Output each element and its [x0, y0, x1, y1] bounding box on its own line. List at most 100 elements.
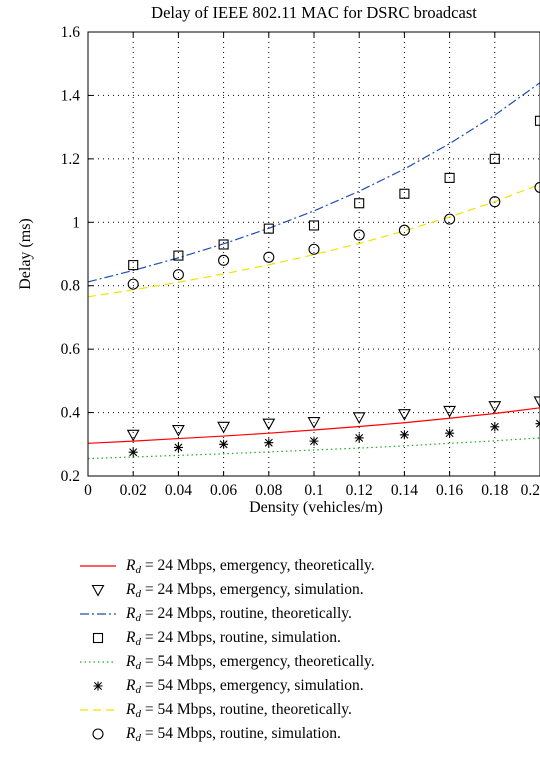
y-tick-label: 0.4	[61, 405, 81, 422]
data-point	[263, 251, 275, 263]
legend-label: Rd = 54 Mbps, emergency, simulation.	[126, 674, 364, 702]
legend-symbol: Rd	[126, 653, 141, 672]
legend-swatch	[80, 613, 116, 615]
legend-swatch	[80, 709, 116, 711]
data-point	[128, 260, 139, 271]
x-tick-label: 0.06	[210, 482, 237, 499]
x-tick-label: 0.2	[521, 482, 540, 499]
legend: Rd = 24 Mbps, emergency, theoretically. R…	[78, 554, 528, 746]
data-point	[399, 188, 410, 199]
data-point	[127, 278, 139, 290]
legend-text: = 24 Mbps, emergency, simulation.	[140, 581, 364, 598]
y-tick-label: 1.4	[61, 87, 81, 104]
data-point	[534, 115, 540, 126]
data-point	[397, 409, 411, 421]
legend-item: Rd = 24 Mbps, routine, theoretically.	[78, 602, 528, 626]
legend-swatch	[80, 565, 116, 567]
y-tick-label: 0.6	[61, 341, 81, 358]
legend-text: = 54 Mbps, emergency, theoretically.	[140, 653, 375, 670]
data-point	[354, 198, 365, 209]
series-1	[87, 407, 540, 444]
x-tick-label: 0.14	[391, 482, 418, 499]
legend-item: Rd = 54 Mbps, routine, theoretically.	[78, 698, 528, 722]
legend-symbol: Rd	[126, 725, 141, 744]
legend-item: Rd = 24 Mbps, emergency, simulation.	[78, 578, 528, 602]
series-4	[128, 115, 540, 271]
delay-chart: Delay of IEEE 802.11 MAC for DSRC broadc…	[17, 3, 540, 516]
legend-symbol: Rd	[126, 557, 141, 576]
data-point	[171, 424, 185, 437]
legend-marker	[93, 681, 103, 691]
chart-title: Delay of IEEE 802.11 MAC for DSRC broadc…	[151, 3, 477, 22]
legend-label: Rd = 24 Mbps, emergency, theoretically.	[126, 554, 375, 582]
y-tick-label: 1.2	[61, 151, 80, 168]
data-point	[126, 429, 140, 442]
y-axis-label: Delay (ms)	[17, 218, 34, 290]
data-point	[489, 196, 501, 208]
data-point	[353, 229, 365, 241]
data-point	[307, 417, 321, 429]
y-tick-label: 1	[72, 214, 80, 231]
data-point	[399, 430, 409, 440]
data-point	[534, 181, 540, 193]
x-tick-label: 0	[84, 482, 92, 499]
data-point	[172, 269, 184, 281]
legend-text: = 54 Mbps, routine, simulation.	[140, 725, 341, 742]
data-point	[218, 239, 229, 250]
x-tick-label: 0.1	[304, 482, 323, 499]
data-point	[398, 224, 410, 236]
x-tick-label: 0.18	[481, 482, 508, 499]
series-5	[87, 437, 540, 460]
legend-text: = 24 Mbps, routine, simulation.	[140, 629, 341, 646]
data-point	[354, 433, 364, 443]
legend-label: Rd = 24 Mbps, emergency, simulation.	[126, 578, 364, 606]
y-tick-label: 0.2	[61, 468, 80, 485]
legend-symbol: Rd	[126, 701, 141, 720]
data-point	[445, 428, 455, 438]
data-point	[128, 447, 138, 457]
legend-label: Rd = 54 Mbps, emergency, theoretically.	[126, 650, 375, 678]
legend-item: Rd = 24 Mbps, routine, simulation.	[78, 626, 528, 650]
series-6	[128, 419, 540, 457]
data-point	[309, 436, 319, 446]
data-point	[444, 172, 455, 183]
series-layer	[87, 82, 540, 460]
legend-item: Rd = 24 Mbps, emergency, theoretically.	[78, 554, 528, 578]
series-line	[87, 437, 540, 460]
legend-text: = 54 Mbps, routine, theoretically.	[140, 701, 352, 718]
legend-symbol: Rd	[126, 581, 141, 600]
legend-swatch	[93, 681, 103, 691]
x-axis-label: Density (vehicles/m)	[249, 499, 383, 516]
legend-symbol: Rd	[126, 677, 141, 696]
data-point	[218, 254, 230, 266]
series-2	[126, 396, 540, 442]
data-point	[443, 405, 457, 418]
data-point	[533, 396, 540, 409]
legend-swatch	[92, 728, 104, 740]
data-point	[173, 442, 183, 452]
ticks: 0 0.02 0.04 0.06 0.08 0.1 0.12 0.14 0.16 0.18 0.2 0…	[61, 24, 540, 499]
x-tick-label: 0.02	[120, 482, 147, 499]
series-line	[87, 407, 540, 444]
data-point	[352, 412, 366, 424]
data-point	[308, 220, 320, 231]
data-point	[263, 223, 274, 234]
data-point	[489, 153, 500, 164]
y-tick-label: 0.8	[61, 278, 81, 295]
x-tick-label: 0.04	[165, 482, 192, 499]
legend-label: Rd = 24 Mbps, routine, theoretically.	[126, 602, 352, 630]
legend-swatch	[91, 584, 105, 597]
x-tick-label: 0.16	[436, 482, 463, 499]
x-tick-label: 0.08	[255, 482, 282, 499]
data-point	[308, 243, 320, 255]
legend-item: Rd = 54 Mbps, emergency, simulation.	[78, 674, 528, 698]
legend-swatch	[80, 661, 116, 663]
legend-text: = 24 Mbps, emergency, theoretically.	[140, 557, 375, 574]
series-8	[127, 181, 540, 290]
legend-swatch	[92, 632, 104, 644]
legend-text: = 54 Mbps, emergency, simulation.	[140, 677, 364, 694]
data-point	[490, 422, 500, 432]
legend-text: = 24 Mbps, routine, theoretically.	[140, 605, 352, 622]
legend-label: Rd = 24 Mbps, routine, simulation.	[126, 626, 341, 654]
grid	[88, 32, 540, 476]
